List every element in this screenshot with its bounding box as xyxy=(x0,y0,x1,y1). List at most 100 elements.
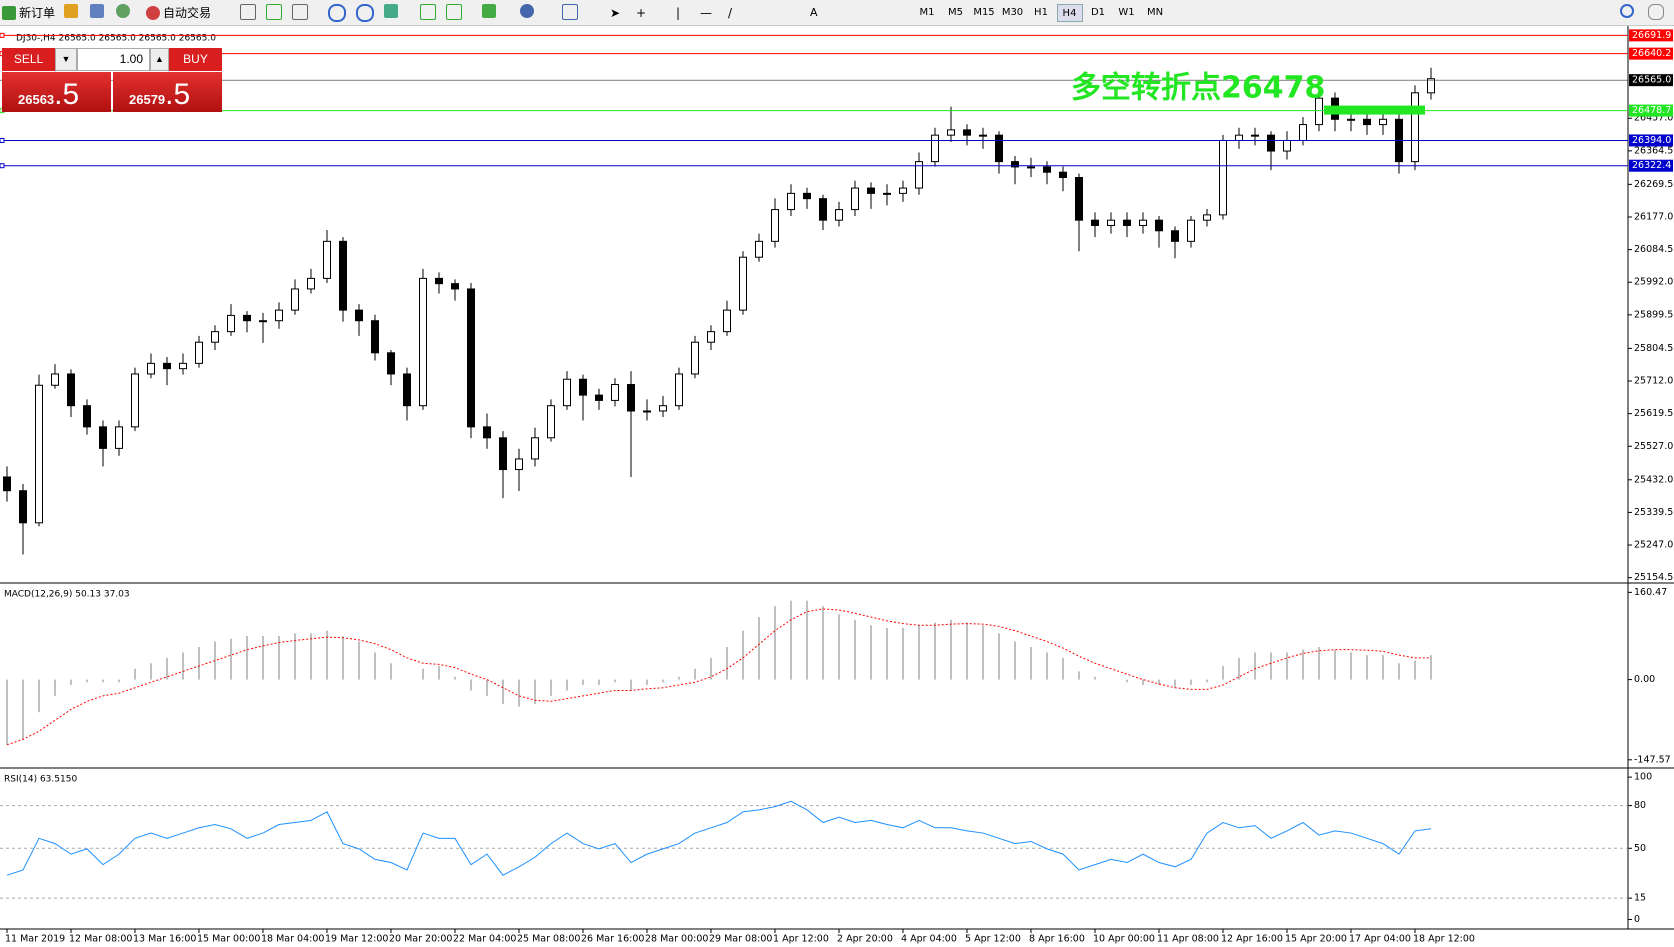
trendline-tool[interactable]: / xyxy=(728,6,733,20)
timeframe-button[interactable]: D1 xyxy=(1090,7,1106,18)
candle-body xyxy=(979,134,987,137)
icon[interactable] xyxy=(520,4,534,18)
candle-body xyxy=(899,187,907,194)
icon[interactable] xyxy=(562,4,578,20)
candle-body xyxy=(3,476,11,492)
lots-up[interactable]: ▲ xyxy=(150,48,169,71)
level-label: 26322.4 xyxy=(1632,160,1671,171)
timeframe-button[interactable]: MN xyxy=(1146,7,1164,18)
candle-body xyxy=(435,277,443,285)
icon[interactable] xyxy=(446,4,462,20)
x-tick-label: 10 Apr 00:00 xyxy=(1093,934,1155,945)
candle-body xyxy=(1283,139,1291,152)
candle-body xyxy=(1091,219,1099,226)
sell-button[interactable]: SELL xyxy=(2,48,55,71)
icon[interactable] xyxy=(64,4,78,18)
y-tick-label: 26177.0 xyxy=(1634,211,1673,222)
icon[interactable] xyxy=(328,4,346,22)
candle-body xyxy=(659,405,667,412)
ask-price: 26579 xyxy=(129,92,166,107)
icon[interactable] xyxy=(482,4,496,18)
candle-body xyxy=(739,256,747,311)
candle-body xyxy=(1027,166,1035,169)
candle-body xyxy=(995,134,1003,163)
x-tick-label: 17 Apr 04:00 xyxy=(1349,934,1411,945)
candle-body xyxy=(691,341,699,375)
candle-body xyxy=(595,394,603,401)
candle-body xyxy=(851,187,859,211)
pane-title: RSI(14) 63.5150 xyxy=(4,775,77,785)
candle-body xyxy=(1299,124,1307,141)
level-label: 26394.0 xyxy=(1632,135,1671,146)
candle-body xyxy=(35,384,43,524)
level-label: 26478.7 xyxy=(1632,105,1671,116)
new-order-button[interactable]: 新订单 xyxy=(2,4,55,22)
candle-body xyxy=(259,320,267,323)
candle-body xyxy=(307,277,315,290)
ask-box[interactable]: 26579.5 xyxy=(113,72,222,112)
timeframe-button[interactable]: M5 xyxy=(948,7,963,18)
icon[interactable] xyxy=(240,4,256,20)
candle-body xyxy=(403,373,411,407)
icon[interactable] xyxy=(266,4,282,20)
crosshair-tool[interactable]: + xyxy=(636,6,647,20)
candle-body xyxy=(531,437,539,460)
candle-body xyxy=(515,458,523,471)
timeframe-button[interactable]: H4 xyxy=(1056,4,1083,22)
pane-title: MACD(12,26,9) 50.13 37.03 xyxy=(4,590,130,600)
timeframe-button[interactable]: H1 xyxy=(1034,7,1048,18)
icon[interactable] xyxy=(292,4,308,20)
candle-body xyxy=(323,240,331,279)
level-label-bg xyxy=(1629,159,1673,172)
lots-input[interactable]: 1.00 xyxy=(77,48,150,71)
button-label: 新订单 xyxy=(19,6,56,20)
candle-body xyxy=(1187,219,1195,242)
icon[interactable] xyxy=(420,4,436,20)
timeframe-button[interactable]: M1 xyxy=(919,7,935,18)
hline-tool[interactable]: — xyxy=(700,6,712,20)
vline-tool[interactable]: | xyxy=(676,6,681,20)
y-tick-label: 25619.5 xyxy=(1634,408,1673,419)
rsi-line xyxy=(6,800,1432,876)
x-tick-label: 20 Mar 20:00 xyxy=(389,934,452,945)
cursor-tool[interactable]: ➤ xyxy=(610,6,621,20)
icon[interactable] xyxy=(90,4,104,18)
bid-box[interactable]: 26563.5 xyxy=(2,72,111,112)
chat-icon[interactable] xyxy=(1648,4,1664,20)
auto-trading-button[interactable]: 自动交易 xyxy=(146,4,211,22)
ask-pips: .5 xyxy=(165,78,191,111)
bid-price: 26563 xyxy=(18,92,55,107)
y-tick-label: 0 xyxy=(1634,914,1640,925)
icon[interactable] xyxy=(116,4,130,18)
candle-body xyxy=(1139,219,1147,226)
candle-body xyxy=(483,426,491,439)
x-tick-label: 18 Apr 12:00 xyxy=(1413,934,1475,945)
x-tick-label: 29 Mar 08:00 xyxy=(709,934,772,945)
y-tick-label: 25899.5 xyxy=(1634,309,1673,320)
icon[interactable] xyxy=(384,4,398,18)
icon[interactable] xyxy=(356,4,374,22)
x-tick-label: 13 Mar 16:00 xyxy=(133,934,196,945)
candle-body xyxy=(931,134,939,163)
candle-body xyxy=(147,362,155,375)
lots-down[interactable]: ▼ xyxy=(55,48,77,71)
icon xyxy=(2,6,16,20)
candle-body xyxy=(1203,214,1211,221)
y-tick-label: 25712.0 xyxy=(1634,376,1673,387)
x-tick-label: 8 Apr 16:00 xyxy=(1029,934,1085,945)
timeframe-button[interactable]: M15 xyxy=(973,7,995,18)
search-icon[interactable] xyxy=(1620,4,1634,18)
x-tick-label: 26 Mar 16:00 xyxy=(581,934,644,945)
timeframe-button[interactable]: W1 xyxy=(1118,7,1135,18)
y-tick-label: 26364.5 xyxy=(1634,145,1673,156)
y-tick-label: 0.00 xyxy=(1634,674,1655,685)
timeframe-button[interactable]: M30 xyxy=(1001,7,1024,18)
candle-body xyxy=(1155,219,1163,232)
buy-button[interactable]: BUY xyxy=(169,48,222,71)
y-tick-label: 25432.0 xyxy=(1634,474,1673,485)
candle-body xyxy=(451,283,459,290)
y-tick-label: 25247.0 xyxy=(1634,540,1673,551)
annotation: 多空转折点26478 xyxy=(1071,71,1325,106)
candle-body xyxy=(1123,219,1131,226)
text-tool[interactable]: A xyxy=(810,6,818,19)
